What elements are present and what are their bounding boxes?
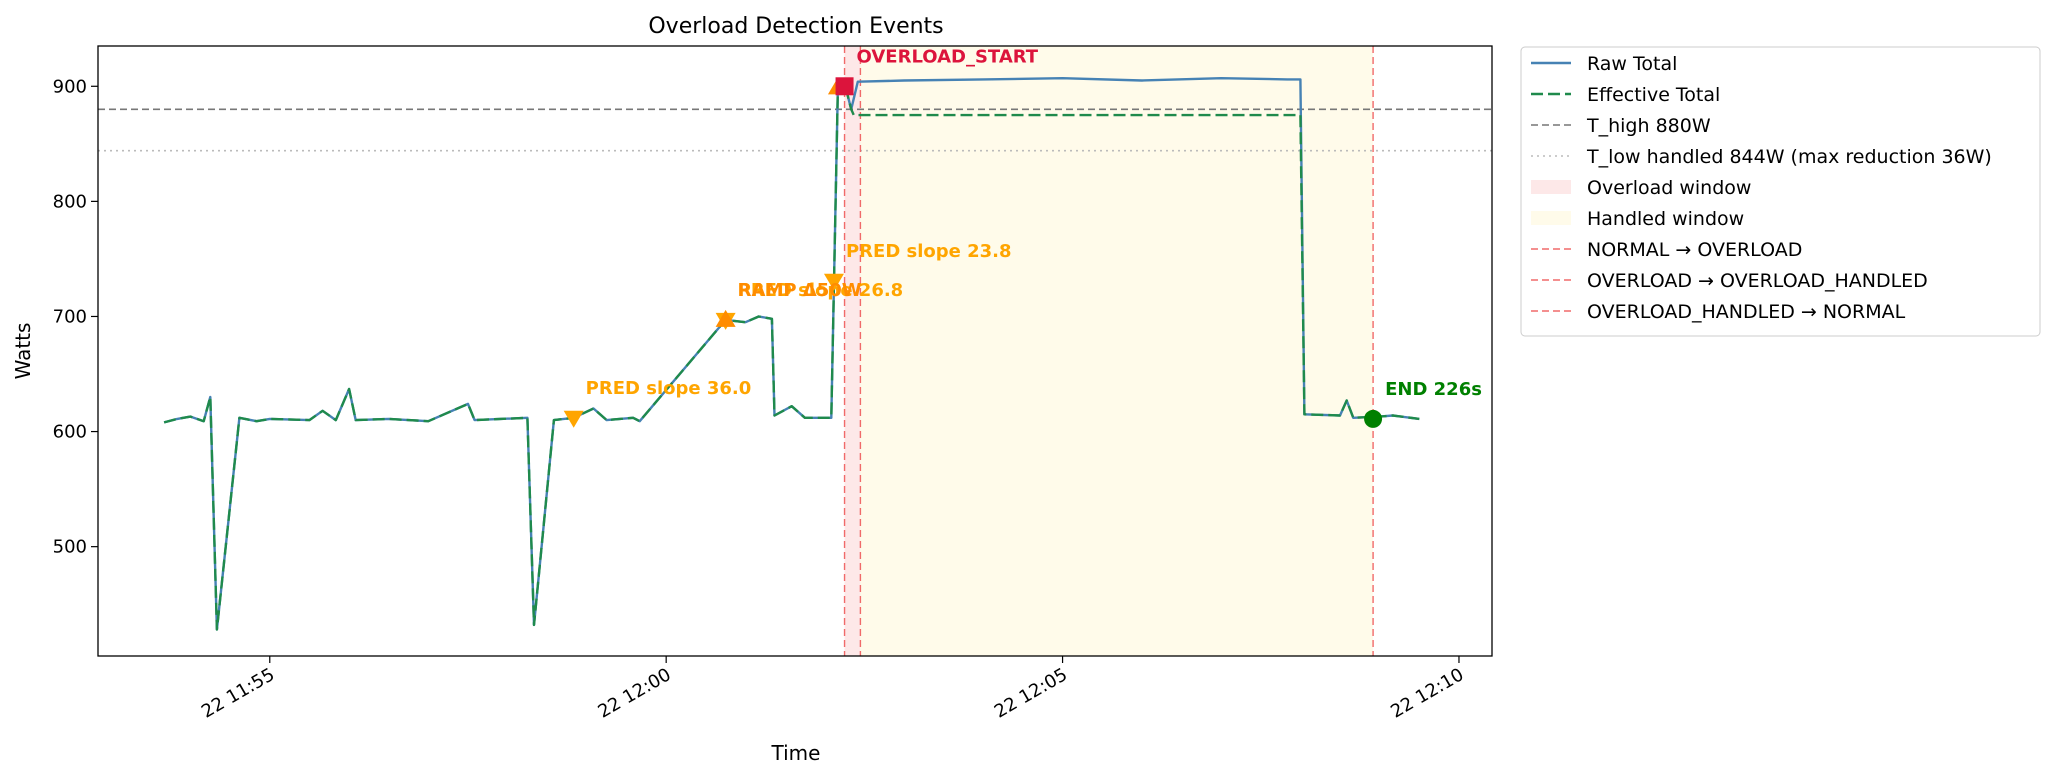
legend-label-7: OVERLOAD → OVERLOAD_HANDLED [1587,270,1928,292]
transition-lines [843,46,1374,656]
marker-label-3: PRED slope 23.8 [846,241,1012,262]
legend: Raw Total Effective Total T_high 880W T_low… [1520,46,2041,337]
series-lines [163,77,1420,631]
marker-3 [823,273,844,291]
marker-label-2: RAMP Δ50W [738,280,862,301]
legend-label-8: OVERLOAD_HANDLED → NORMAL [1587,301,1906,323]
y-tick-label-0: 500 [53,537,87,558]
marker-2 [715,309,736,327]
x-tick-label-1: 22 12:00 [594,664,674,722]
marker-6 [1364,409,1383,428]
event-markers [563,77,1383,428]
x-axis-label: Time [771,741,821,765]
y-tick-label-4: 900 [53,76,87,97]
x-axis-ticks: 22 11:55 22 12:00 22 12:05 22 12:10 [198,656,1467,723]
marker-5 [835,77,854,96]
window-spans [844,46,1374,656]
marker-0 [563,410,584,428]
legend-label-3: T_low handled 844W (max reduction 36W) [1586,146,1992,168]
legend-label-2: T_high 880W [1586,115,1711,137]
legend-swatch-5 [1531,211,1571,225]
span-1 [860,46,1374,656]
x-tick-label-2: 22 12:05 [991,664,1071,722]
series-line-1 [163,81,1420,631]
y-tick-label-1: 600 [53,422,87,443]
marker-label-5: OVERLOAD_START [857,46,1039,67]
legend-label-0: Raw Total [1587,53,1677,75]
legend-label-5: Handled window [1587,208,1744,230]
marker-label-1: PRED slope 26.8 [738,280,904,301]
chart-title: Overload Detection Events [648,14,943,39]
y-tick-label-3: 800 [53,191,87,212]
span-0 [844,46,861,656]
x-tick-label-3: 22 12:10 [1387,664,1467,722]
legend-label-1: Effective Total [1587,84,1720,106]
y-tick-label-2: 700 [53,306,87,327]
legend-label-4: Overload window [1587,177,1751,199]
plot-frame [97,45,1493,657]
legend-label-6: NORMAL → OVERLOAD [1587,239,1802,261]
marker-label-0: PRED slope 36.0 [586,378,752,399]
threshold-lines [98,108,1492,152]
y-axis-ticks: 500 600 700 800 900 [53,76,98,558]
x-tick-label-0: 22 11:55 [198,664,278,722]
marker-label-6: END 226s [1385,379,1482,400]
legend-frame [1520,46,2041,337]
legend-swatch-4 [1531,180,1571,194]
plot-border [97,45,1493,657]
y-axis-label: Watts [11,323,35,380]
